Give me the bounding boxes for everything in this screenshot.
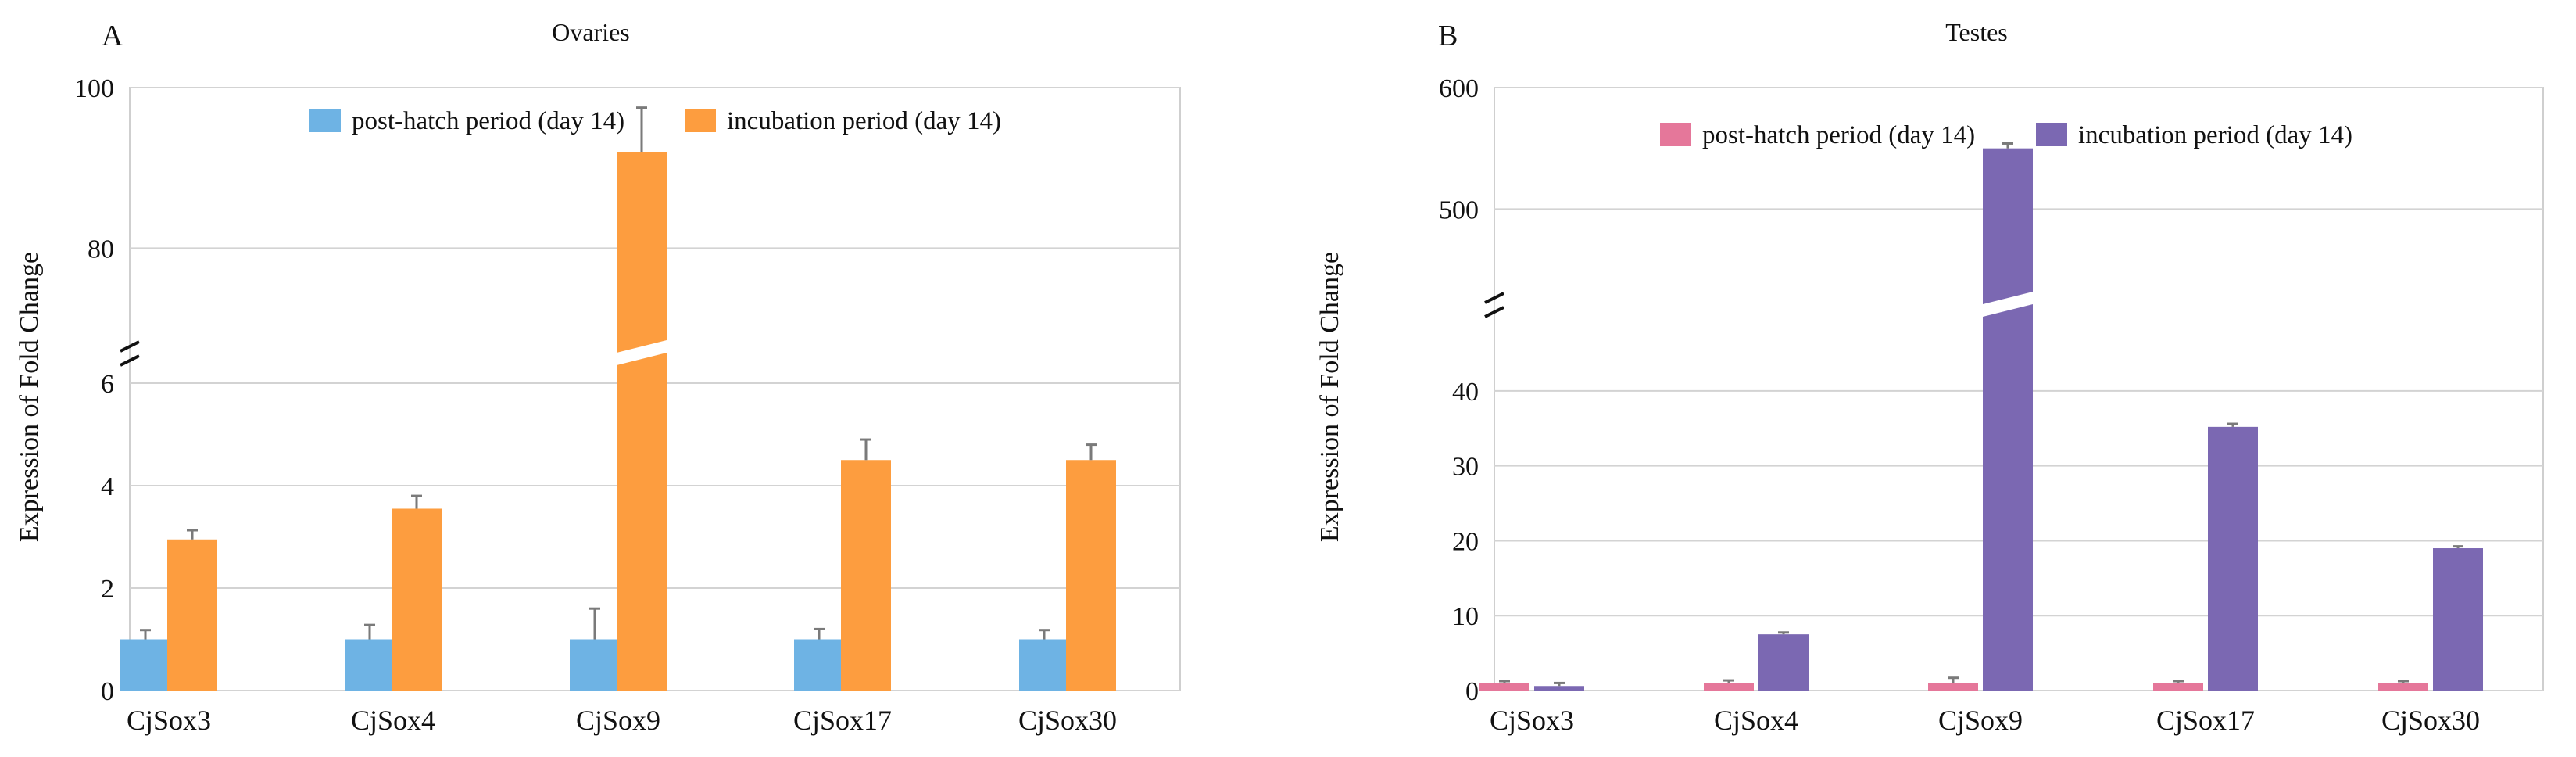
bar <box>617 152 667 691</box>
y-tick-label: 80 <box>88 235 114 264</box>
x-tick-label: CjSox17 <box>793 705 892 736</box>
chart-title: Ovaries <box>552 18 630 46</box>
panel-label: A <box>102 20 123 52</box>
legend-label: post-hatch period (day 14) <box>1702 121 1975 149</box>
bar <box>2378 683 2428 691</box>
y-axis-label: Expression of Fold Change <box>15 252 44 542</box>
x-tick-label: CjSox9 <box>1938 705 2023 736</box>
panel-label: B <box>1438 20 1458 52</box>
legend-swatch <box>685 109 716 132</box>
x-tick-label: CjSox17 <box>2156 705 2255 736</box>
bar-break-gap <box>1980 291 2036 318</box>
y-tick-label: 40 <box>1452 378 1479 407</box>
axis-break-mark <box>120 340 140 353</box>
legend-swatch <box>1660 123 1691 146</box>
bar <box>794 639 844 691</box>
bar-break-gap <box>614 339 670 366</box>
legend-label: incubation period (day 14) <box>2078 121 2352 149</box>
bar <box>120 639 170 691</box>
x-tick-label: CjSox3 <box>127 705 211 736</box>
y-tick-label: 30 <box>1452 453 1479 482</box>
bar <box>1704 683 1754 691</box>
legend-swatch <box>309 109 341 132</box>
x-tick-label: CjSox30 <box>2381 705 2480 736</box>
y-tick-label: 0 <box>1465 677 1479 706</box>
bar <box>2153 683 2203 691</box>
x-tick-label: CjSox4 <box>1714 705 1798 736</box>
bar <box>1019 639 1069 691</box>
axis-break-mark <box>1484 292 1504 304</box>
x-tick-label: CjSox30 <box>1018 705 1117 736</box>
x-tick-label: CjSox9 <box>576 705 660 736</box>
legend-swatch <box>2036 123 2067 146</box>
y-tick-label: 2 <box>101 575 114 604</box>
y-tick-label: 500 <box>1439 196 1479 224</box>
y-tick-label: 0 <box>101 677 114 706</box>
x-tick-label: CjSox3 <box>1490 705 1574 736</box>
x-tick-label: CjSox4 <box>351 705 435 736</box>
bar <box>1928 683 1978 691</box>
bar <box>1758 634 1809 691</box>
legend-label: incubation period (day 14) <box>727 107 1001 135</box>
bar <box>1534 686 1584 691</box>
bar <box>570 639 620 691</box>
bar <box>1066 460 1116 691</box>
y-axis-label: Expression of Fold Change <box>1315 252 1344 542</box>
y-tick-label: 10 <box>1452 602 1479 631</box>
bar <box>2208 426 2258 691</box>
y-tick-label: 6 <box>101 370 114 399</box>
y-tick-label: 4 <box>101 472 114 501</box>
bar <box>2433 548 2483 691</box>
bar <box>841 460 891 691</box>
legend-label: post-hatch period (day 14) <box>352 107 624 135</box>
y-tick-label: 600 <box>1439 74 1479 103</box>
chart-title: Testes <box>1945 18 2008 46</box>
y-tick-label: 20 <box>1452 527 1479 556</box>
bar <box>345 639 395 691</box>
axis-break-mark <box>1484 306 1504 318</box>
bar <box>167 539 217 691</box>
bar <box>1983 148 2033 691</box>
axis-break-mark <box>120 354 140 367</box>
y-tick-label: 100 <box>74 74 114 103</box>
bar <box>392 508 442 691</box>
bar <box>1479 683 1530 691</box>
